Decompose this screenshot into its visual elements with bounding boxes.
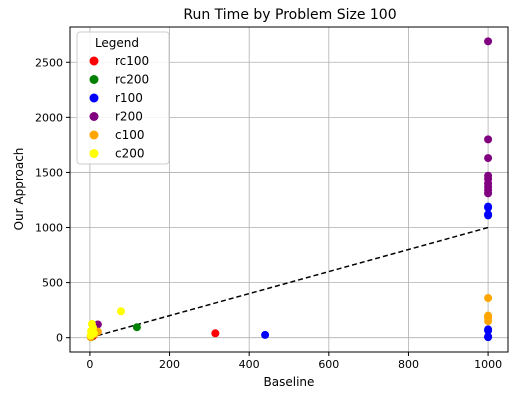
legend-entries: rc100 rc200 r100 r200 c100 c200 [89,54,149,161]
data-point-c200 [116,307,125,316]
x-tick-label: 400 [239,358,260,371]
legend-entry-c100: c100 [89,128,145,142]
legend-marker-c100 [89,130,99,140]
reference-line-layer [89,226,489,339]
data-point-rc200 [132,323,141,332]
y-tick-label: 2000 [35,111,63,124]
points-layer [86,37,493,342]
plot-frame [69,26,509,353]
legend-box [76,31,170,165]
data-point-r100 [484,326,493,335]
legend-marker-rc200 [89,75,99,84]
data-point-r100 [484,211,493,220]
legend-entry-rc200: rc200 [89,73,149,87]
y-axis-ticks: 0 500 1000 1500 2000 2500 [35,56,70,345]
data-point-r100 [484,333,493,342]
legend-marker-r200 [89,112,99,121]
series-c200 [86,307,125,340]
legend-label-r100: r100 [115,91,143,105]
x-tick-label: 0 [86,358,93,371]
legend-marker-rc100 [89,56,99,66]
y-tick-label: 1500 [35,166,63,179]
x-axis-ticks: 0 200 400 600 800 1000 [86,352,502,371]
legend-entry-r100: r100 [89,91,143,105]
y-tick-label: 500 [42,277,63,290]
data-point-r100 [261,330,270,339]
chart-title: Run Time by Problem Size 100 [183,7,396,23]
legend: Legend rc100 rc200 r100 r200 c100 c200 [76,31,170,165]
series-c100 [86,294,493,342]
reference-line [89,226,489,339]
data-point-c200 [86,331,95,340]
x-tick-label: 800 [398,358,419,371]
legend-label-r200: r200 [115,110,143,124]
legend-label-c100: c100 [115,128,145,142]
x-tick-label: 200 [159,358,180,371]
legend-entry-rc100: rc100 [89,54,149,68]
legend-title: Legend [95,36,139,50]
data-point-c100 [484,294,493,303]
legend-entry-r200: r200 [89,110,143,124]
data-point-r200 [484,37,493,46]
data-point-r100 [484,203,493,212]
data-point-r200 [484,154,493,163]
y-axis-label: Our Approach [12,148,26,231]
y-tick-label: 2500 [35,56,63,69]
x-axis-label: Baseline [264,375,315,389]
legend-label-rc200: rc200 [115,73,149,87]
series-r100 [261,202,493,342]
series-r200 [89,37,493,333]
series-rc100 [87,329,220,341]
legend-marker-r100 [89,93,99,103]
legend-marker-c200 [89,149,99,158]
x-tick-label: 1000 [474,358,502,371]
data-point-r200 [484,135,493,144]
legend-label-c200: c200 [115,147,145,161]
data-point-c100 [484,317,493,326]
y-tick-label: 1000 [35,222,63,235]
data-point-rc100 [211,329,220,338]
legend-label-rc100: rc100 [115,54,149,68]
legend-entry-c200: c200 [89,147,145,161]
x-tick-label: 600 [318,358,339,371]
y-tick-label: 0 [56,332,63,345]
data-point-r200 [484,189,493,198]
